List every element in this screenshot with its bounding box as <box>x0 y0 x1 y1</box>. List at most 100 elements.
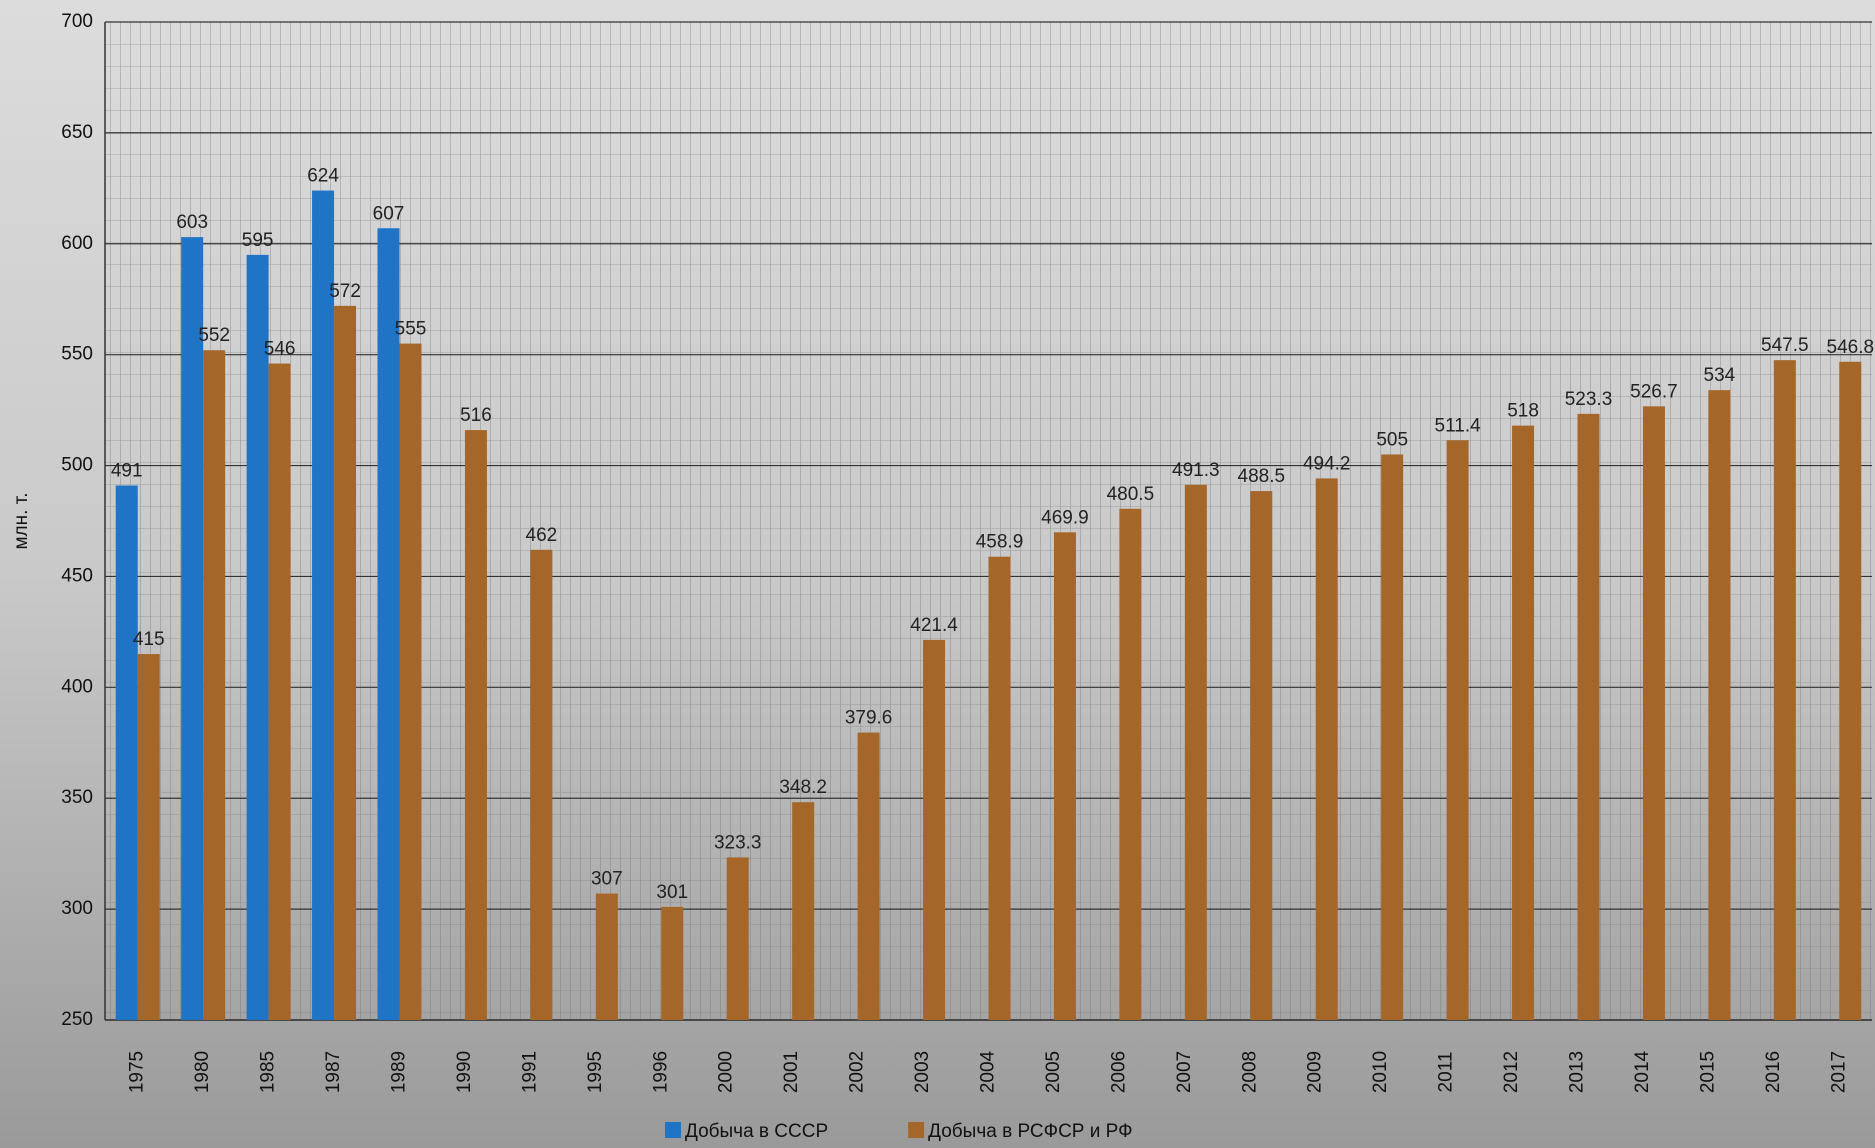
y-tick-label: 250 <box>61 1009 93 1030</box>
bar <box>464 430 487 1020</box>
bar <box>923 639 946 1020</box>
y-tick-label: 650 <box>61 122 93 143</box>
value-label: 552 <box>198 325 230 346</box>
bar <box>312 190 335 1020</box>
x-tick-label: 2008 <box>1239 1051 1260 1093</box>
x-tick-label: 1975 <box>127 1051 148 1093</box>
value-label: 494.2 <box>1303 453 1351 474</box>
bar <box>399 343 422 1021</box>
x-tick-label: 2004 <box>978 1050 999 1093</box>
y-tick-label: 300 <box>61 898 93 919</box>
value-label: 518 <box>1507 401 1539 422</box>
bar <box>726 857 749 1020</box>
x-tick-label: 1980 <box>192 1051 213 1093</box>
x-tick-label: 2006 <box>1108 1051 1129 1093</box>
bar <box>988 556 1011 1020</box>
bar <box>1053 532 1076 1020</box>
x-tick-label: 2002 <box>847 1051 868 1093</box>
bar <box>203 350 226 1021</box>
bar <box>1839 361 1862 1020</box>
y-tick-label: 350 <box>61 787 93 808</box>
x-tick-label: 1995 <box>585 1051 606 1093</box>
value-label: 469.9 <box>1041 507 1089 528</box>
value-label: 488.5 <box>1238 466 1286 487</box>
legend-swatch <box>665 1122 681 1138</box>
legend-label: Добыча в СССР <box>685 1121 828 1142</box>
bar <box>1381 454 1404 1020</box>
value-label: 307 <box>591 869 623 890</box>
bar <box>1577 413 1600 1020</box>
bar <box>1512 425 1535 1020</box>
bar <box>1119 508 1142 1020</box>
value-label: 491.3 <box>1172 460 1220 481</box>
value-label: 526.7 <box>1630 381 1678 402</box>
x-tick-label: 2013 <box>1567 1051 1588 1093</box>
legend-swatch <box>908 1122 925 1138</box>
bar <box>1708 390 1731 1020</box>
x-tick-label: 2009 <box>1305 1051 1326 1093</box>
x-tick-label: 2015 <box>1697 1051 1718 1093</box>
y-tick-label: 600 <box>61 233 93 254</box>
value-label: 572 <box>329 281 361 302</box>
bar <box>137 654 160 1020</box>
x-tick-label: 1990 <box>454 1051 475 1093</box>
value-label: 462 <box>526 525 558 546</box>
bar <box>857 732 880 1020</box>
bar <box>1773 360 1796 1020</box>
value-label: 624 <box>307 166 339 187</box>
x-tick-label: 1991 <box>519 1051 540 1093</box>
value-label: 595 <box>242 230 274 251</box>
x-tick-label: 2017 <box>1828 1051 1849 1093</box>
x-tick-label: 2007 <box>1174 1051 1195 1093</box>
bar <box>181 237 204 1020</box>
value-label: 523.3 <box>1565 389 1613 410</box>
value-label: 511.4 <box>1435 415 1482 436</box>
bar <box>115 485 138 1020</box>
y-tick-label: 700 <box>61 11 93 32</box>
bar <box>334 305 357 1020</box>
x-tick-label: 2014 <box>1632 1050 1653 1093</box>
value-label: 458.9 <box>976 532 1024 553</box>
y-tick-label: 550 <box>61 344 93 365</box>
x-tick-label: 1996 <box>650 1051 671 1093</box>
value-label: 415 <box>133 629 165 650</box>
value-label: 348.2 <box>779 777 827 798</box>
value-label: 555 <box>395 319 427 340</box>
x-tick-label: 2011 <box>1436 1052 1457 1093</box>
bar <box>792 802 815 1020</box>
value-label: 505 <box>1376 429 1408 450</box>
bar <box>1642 406 1665 1020</box>
value-label: 547.5 <box>1761 335 1809 356</box>
value-label: 603 <box>176 212 208 233</box>
bar <box>1446 440 1469 1020</box>
value-label: 301 <box>656 882 688 903</box>
x-tick-label: 2005 <box>1043 1051 1064 1093</box>
value-label: 379.6 <box>845 708 893 729</box>
value-label: 546 <box>264 339 296 360</box>
value-label: 323.3 <box>714 832 762 853</box>
y-tick-label: 450 <box>61 565 93 586</box>
y-axis-label: млн. т. <box>11 492 32 549</box>
x-tick-label: 2003 <box>912 1051 933 1093</box>
bar <box>661 906 684 1020</box>
bar <box>530 549 553 1020</box>
value-label: 546.8 <box>1827 337 1875 358</box>
x-tick-label: 2016 <box>1763 1051 1784 1093</box>
bar <box>1315 478 1338 1020</box>
x-tick-label: 2001 <box>781 1051 802 1093</box>
legend-label: Добыча в РСФСР и РФ <box>928 1121 1132 1142</box>
y-tick-label: 500 <box>61 455 93 476</box>
bar <box>377 228 400 1021</box>
value-label: 421.4 <box>910 615 958 636</box>
bar <box>1250 491 1273 1020</box>
x-tick-label: 1987 <box>323 1051 344 1093</box>
x-tick-label: 2000 <box>716 1051 737 1093</box>
bar <box>1184 484 1207 1020</box>
value-label: 534 <box>1704 365 1736 386</box>
x-tick-label: 2012 <box>1501 1051 1522 1093</box>
value-label: 491 <box>111 461 143 482</box>
bar <box>246 254 269 1020</box>
value-label: 516 <box>460 405 492 426</box>
value-label: 607 <box>373 203 405 224</box>
